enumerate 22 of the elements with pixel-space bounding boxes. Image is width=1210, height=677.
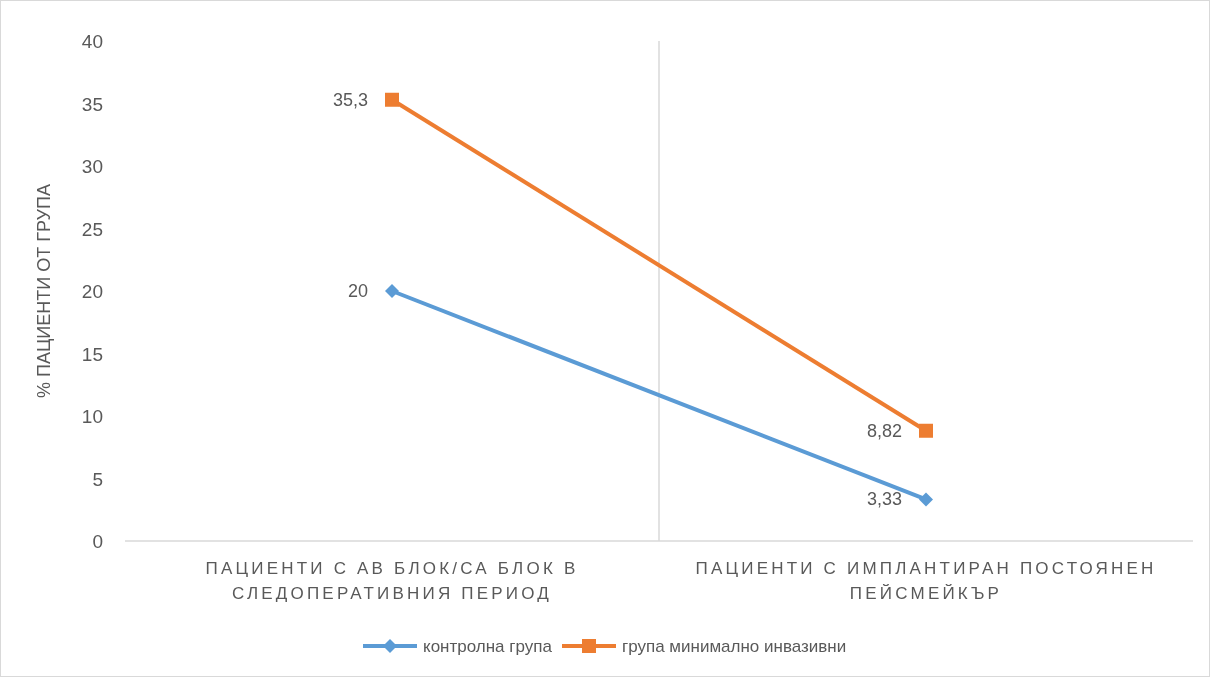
y-tick-label: 20 bbox=[81, 281, 103, 302]
y-tick-label: 35 bbox=[81, 93, 103, 115]
y-axis-title: % ПАЦИЕНТИ ОТ ГРУПА bbox=[34, 184, 54, 398]
data-label: 8,82 bbox=[866, 420, 902, 441]
y-tick-label: 10 bbox=[81, 406, 103, 427]
y-tick-label: 25 bbox=[81, 218, 103, 240]
point bbox=[385, 284, 399, 298]
data-label: 35,3 bbox=[332, 89, 368, 110]
point bbox=[919, 423, 933, 438]
y-tick-label: 0 bbox=[92, 531, 103, 552]
y-tick-label: 40 bbox=[81, 31, 103, 52]
point bbox=[385, 92, 399, 107]
legend-label: контролна група bbox=[423, 637, 553, 656]
y-tick-label: 5 bbox=[92, 468, 103, 490]
point bbox=[919, 492, 933, 507]
data-label: 20 bbox=[347, 281, 368, 301]
x-tick-label: ПАЦИЕНТИ С АВ БЛОК/СА БЛОК В СЛЕДОПЕРАТИВНИЯ ПЕРИОД bbox=[205, 559, 579, 603]
data-label: 3,33 bbox=[866, 489, 902, 510]
x-tick-label: ПАЦИЕНТИ С ИМПЛАНТИРАН ПОСТОЯНЕН ПЕЙСМЕЙКЪР bbox=[695, 559, 1157, 603]
legend-label: група минимално инвазивни bbox=[622, 637, 847, 656]
y-tick-label: 30 bbox=[81, 156, 103, 177]
y-tick-label: 15 bbox=[81, 343, 103, 365]
